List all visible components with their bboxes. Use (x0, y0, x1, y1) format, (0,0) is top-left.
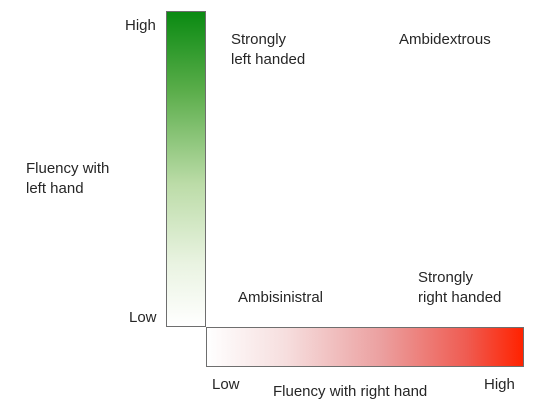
left-axis-title-line2: left hand (26, 180, 84, 197)
quadrant-strongly-right-line1: Strongly (418, 269, 474, 286)
quadrant-ambidextrous: Ambidextrous (399, 31, 491, 48)
quadrant-strongly-left-line1: Strongly (231, 31, 287, 48)
right-axis-high-label: High (484, 376, 515, 393)
quadrant-strongly-right-line2: right handed (418, 289, 502, 306)
left-hand-fluency-bar (166, 11, 206, 327)
quadrant-ambisinistral: Ambisinistral (238, 289, 324, 306)
left-axis-title-line1: Fluency with (26, 160, 110, 177)
left-axis-high-label: High (125, 17, 156, 34)
right-axis-title: Fluency with right hand (273, 383, 428, 400)
quadrant-strongly-left-line2: left handed (231, 51, 306, 68)
right-axis-low-label: Low (212, 376, 240, 393)
right-hand-fluency-bar (206, 327, 524, 367)
left-axis-low-label: Low (129, 309, 157, 326)
